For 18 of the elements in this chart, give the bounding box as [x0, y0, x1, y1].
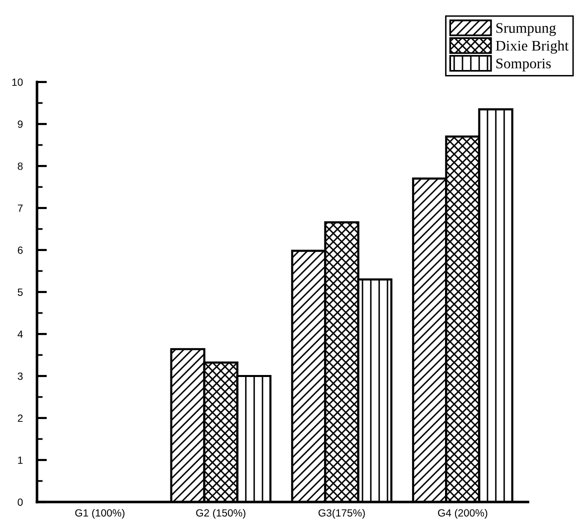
y-tick-label: 2: [18, 414, 23, 422]
y-tick-label: 1: [18, 456, 23, 464]
x-tick-label: G4 (200%): [438, 508, 488, 519]
y-tick-label: 7: [18, 204, 23, 212]
legend-label: Dixie Bright: [496, 40, 569, 54]
y-tick-label: 0: [18, 498, 23, 506]
y-tick-label: 10: [12, 78, 23, 86]
y-tick-label: 8: [18, 162, 23, 170]
x-tick-label: G2 (150%): [196, 508, 246, 519]
y-tick-label: 3: [18, 372, 23, 380]
y-tick-label: 6: [18, 246, 23, 254]
y-tick-label: 9: [18, 120, 23, 128]
y-tick-label: 4: [18, 330, 23, 338]
x-tick-label: G1 (100%): [75, 508, 124, 519]
legend-label: Somporis: [496, 58, 551, 72]
legend-label: Srumpung: [496, 23, 556, 36]
x-tick-label: G3(175%): [318, 508, 365, 519]
y-tick-label: 5: [18, 288, 23, 296]
